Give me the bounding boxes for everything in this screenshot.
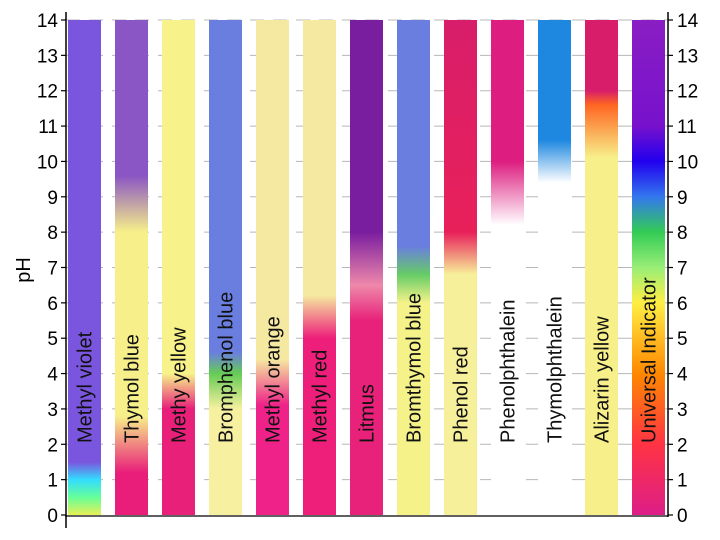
y-tick-label-right: 0 xyxy=(677,506,688,527)
y-tick-label-right: 8 xyxy=(677,223,688,244)
indicator-bar xyxy=(209,20,242,515)
y-tick-label-left: 4 xyxy=(47,365,58,386)
y-tick-label-right: 5 xyxy=(677,329,688,350)
y-tick-label-left: 13 xyxy=(37,46,58,67)
indicator-bar xyxy=(632,20,665,515)
indicator-label: Bromphenol blue xyxy=(216,292,238,443)
y-tick-label-right: 1 xyxy=(677,471,688,492)
y-tick-label-right: 7 xyxy=(677,259,688,280)
y-tick-label-left: 9 xyxy=(47,188,58,209)
indicator-bar xyxy=(68,20,101,515)
y-tick-label-right: 4 xyxy=(677,365,688,386)
indicator-label: Methyl violet xyxy=(75,331,97,443)
y-tick-label-right: 9 xyxy=(677,188,688,209)
indicator-bar xyxy=(350,20,383,515)
indicator-bar xyxy=(491,20,524,515)
indicator-label: Thymolphthalein xyxy=(545,296,567,443)
y-tick-label-right: 13 xyxy=(677,46,698,67)
y-tick-label-left: 10 xyxy=(37,152,58,173)
y-tick-label-right: 6 xyxy=(677,294,688,315)
y-tick-label-right: 11 xyxy=(677,117,697,138)
y-tick-label-right: 10 xyxy=(677,152,698,173)
y-tick-label-right: 14 xyxy=(677,11,699,32)
indicator-bar xyxy=(256,20,289,515)
y-tick-label-right: 3 xyxy=(677,400,688,421)
y-tick-label-left: 7 xyxy=(47,259,58,280)
indicator-label: Thymol blue xyxy=(122,334,144,443)
indicator-bar xyxy=(303,20,336,515)
indicator-label: Phenol red xyxy=(451,346,473,443)
y-tick-label-left: 6 xyxy=(47,294,58,315)
y-tick-label-left: 0 xyxy=(47,506,58,527)
indicator-label: Universal Indicator xyxy=(639,277,661,443)
indicator-bar xyxy=(397,20,430,515)
y-axis-label: pH xyxy=(13,257,35,283)
y-tick-label-left: 5 xyxy=(47,329,58,350)
indicator-label: Methyl red xyxy=(310,350,332,443)
indicator-bar xyxy=(538,20,571,515)
y-tick-label-right: 2 xyxy=(677,435,688,456)
indicator-bars xyxy=(68,20,665,515)
indicator-bar xyxy=(585,20,618,515)
y-tick-label-left: 3 xyxy=(47,400,58,421)
indicator-label: Alizarin yellow xyxy=(592,316,614,443)
indicator-bar xyxy=(115,20,148,515)
y-tick-label-left: 14 xyxy=(37,11,59,32)
indicator-bar xyxy=(444,20,477,515)
y-tick-label-left: 12 xyxy=(37,82,58,103)
indicator-label: Bromthymol blue xyxy=(404,293,426,443)
indicator-label: Phenolphthalein xyxy=(498,300,520,443)
y-tick-label-left: 11 xyxy=(38,117,58,138)
indicator-label: Methyl orange xyxy=(263,316,285,443)
y-tick-label-left: 2 xyxy=(47,435,58,456)
y-tick-label-left: 1 xyxy=(47,471,58,492)
y-tick-label-left: 8 xyxy=(47,223,58,244)
indicator-label: Litmus xyxy=(357,384,379,443)
indicator-bar xyxy=(162,20,195,515)
indicator-label: Methy yellow xyxy=(169,327,191,443)
y-tick-label-right: 12 xyxy=(677,82,698,103)
indicator-labels: Methyl violet Thymol blue Methy yellow Brom… xyxy=(75,277,661,443)
